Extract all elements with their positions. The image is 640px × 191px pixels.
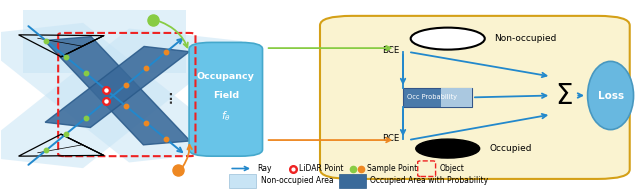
Text: Field: Field [212, 91, 239, 100]
Text: Non-occupied Area: Non-occupied Area [260, 176, 333, 185]
Text: $f_{\theta}$: $f_{\theta}$ [221, 109, 231, 123]
FancyBboxPatch shape [229, 174, 256, 188]
Text: Non-occupied: Non-occupied [493, 34, 556, 43]
Text: Occ Probability: Occ Probability [407, 94, 457, 100]
Ellipse shape [588, 61, 634, 130]
Circle shape [416, 139, 479, 158]
Text: BCE: BCE [382, 46, 399, 55]
Polygon shape [23, 10, 186, 73]
Text: Occupancy: Occupancy [197, 72, 255, 81]
Text: Object: Object [440, 164, 465, 173]
Text: Occupied Area with Probability: Occupied Area with Probability [371, 176, 488, 185]
FancyBboxPatch shape [403, 88, 472, 107]
FancyBboxPatch shape [189, 42, 262, 156]
Text: ...: ... [161, 88, 175, 103]
Polygon shape [0, 23, 243, 163]
Polygon shape [44, 37, 190, 145]
Text: $\Sigma$: $\Sigma$ [555, 82, 573, 109]
Text: Sample Point: Sample Point [367, 164, 417, 173]
Text: LiDAR Point: LiDAR Point [299, 164, 344, 173]
FancyBboxPatch shape [320, 16, 630, 179]
Text: BCE: BCE [382, 134, 399, 143]
Text: Loss: Loss [598, 91, 623, 100]
Polygon shape [0, 28, 243, 168]
Circle shape [411, 28, 484, 50]
Polygon shape [45, 46, 189, 128]
FancyBboxPatch shape [441, 88, 472, 107]
Text: Ray: Ray [257, 164, 272, 173]
Text: Occupied: Occupied [490, 144, 532, 153]
FancyBboxPatch shape [339, 174, 366, 188]
